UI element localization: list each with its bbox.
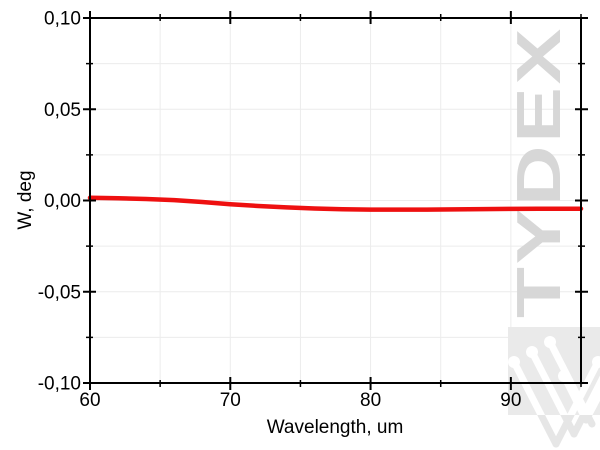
tydex-watermark: TYDEX bbox=[505, 26, 600, 444]
x-tick-label: 70 bbox=[220, 390, 241, 411]
x-tick-label: 60 bbox=[79, 390, 100, 411]
x-tick-label: 80 bbox=[360, 390, 381, 411]
y-tick-label: 0,10 bbox=[44, 9, 81, 30]
x-tick-label: 90 bbox=[500, 390, 521, 411]
series-line bbox=[87, 195, 584, 212]
tydex-watermark-text: TYDEX bbox=[505, 26, 574, 318]
y-axis-title: W, deg bbox=[15, 170, 36, 229]
y-tick-label: -0,05 bbox=[38, 282, 81, 303]
y-tick-labels: 0,10 0,05 0,00 -0,05 -0,10 bbox=[38, 9, 81, 395]
data-series bbox=[87, 195, 584, 212]
y-tick-label: -0,10 bbox=[38, 374, 81, 395]
tydex-logo bbox=[508, 327, 600, 444]
axis-ticks bbox=[83, 11, 588, 390]
x-axis-title: Wavelength, um bbox=[267, 417, 404, 438]
y-tick-label: 0,05 bbox=[44, 100, 81, 121]
x-tick-labels: 60 70 80 90 bbox=[79, 390, 521, 411]
y-tick-label: 0,00 bbox=[44, 191, 81, 212]
